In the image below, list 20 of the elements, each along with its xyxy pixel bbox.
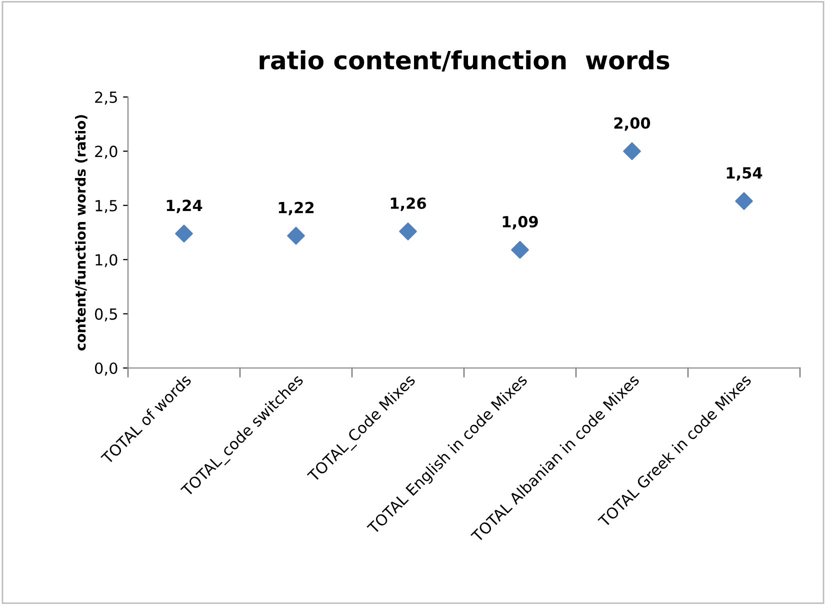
data-label: 1,09 [502, 216, 538, 230]
y-tick-label: 0,0 [94, 362, 118, 376]
y-tick-label: 2,0 [95, 146, 118, 159]
point [511, 240, 529, 259]
point [735, 192, 753, 210]
y-axis-title: content/function words (ratio) [74, 115, 88, 350]
y-tick-label: 1,5 [96, 200, 117, 213]
chart-title: ratio content/function words [260, 50, 670, 72]
point [175, 224, 193, 242]
data-label: 1,22 [278, 202, 314, 216]
data-label: 1,26 [390, 197, 426, 211]
y-tick-label: 0,5 [94, 308, 117, 322]
data-label: 1,24 [166, 200, 202, 214]
point [287, 226, 305, 245]
data-label: 2,00 [614, 117, 650, 131]
y-tick-label: 1,0 [96, 254, 118, 268]
point [399, 222, 417, 240]
point [623, 142, 641, 160]
data-label: 1,54 [726, 167, 762, 181]
y-tick-label: 2,5 [95, 91, 117, 105]
